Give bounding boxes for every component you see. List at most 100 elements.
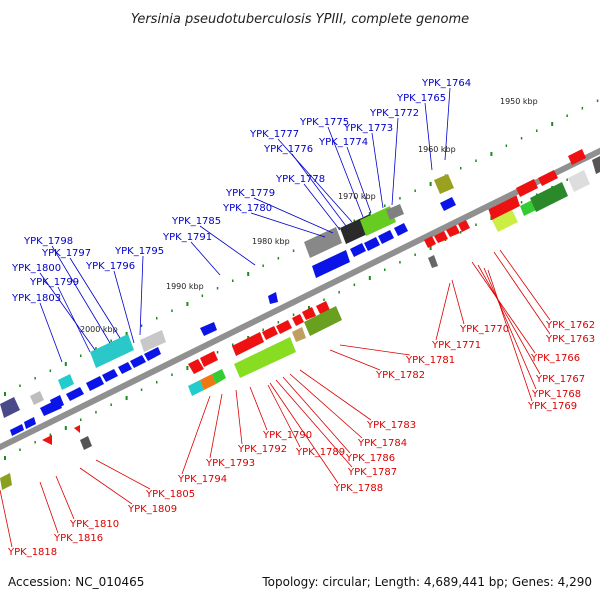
cds-arrow[interactable]	[302, 307, 316, 320]
gene-label[interactable]: YPK_1762	[545, 320, 595, 331]
cds-arrow[interactable]	[200, 351, 218, 367]
gene-label[interactable]: YPK_1810	[69, 519, 119, 530]
gene-label[interactable]: YPK_1784	[357, 438, 407, 449]
cds-arrow[interactable]	[276, 320, 292, 334]
gene-label[interactable]: YPK_1797	[41, 248, 91, 259]
gene-label[interactable]: YPK_1794	[177, 474, 227, 485]
gene-label[interactable]: YPK_1773	[343, 123, 393, 134]
cds-arrow[interactable]	[102, 369, 118, 382]
cluster-block[interactable]	[0, 473, 12, 490]
gene-label[interactable]: YPK_1769	[527, 401, 577, 412]
cds-arrow[interactable]	[394, 223, 408, 236]
cds-arrow[interactable]	[458, 220, 470, 232]
cluster-block[interactable]	[304, 227, 342, 258]
cluster-block[interactable]	[492, 210, 518, 232]
cds-arrow[interactable]	[434, 231, 448, 243]
gene-label[interactable]: YPK_1788	[333, 483, 383, 494]
cds-arrow[interactable]	[86, 376, 104, 391]
cds-arrow[interactable]	[50, 395, 64, 410]
cds-arrow[interactable]	[24, 417, 36, 429]
cds-arrow[interactable]	[424, 236, 436, 248]
cluster-block[interactable]	[386, 204, 404, 220]
cds-arrow[interactable]	[118, 362, 132, 374]
cds-arrow[interactable]	[130, 355, 146, 368]
gene-label[interactable]: YPK_1779	[225, 188, 275, 199]
cds-arrow[interactable]	[516, 179, 538, 197]
cds-arrow[interactable]	[42, 435, 52, 445]
cluster-block[interactable]	[292, 327, 306, 342]
gene-label[interactable]: YPK_1765	[396, 93, 446, 104]
gene-label[interactable]: YPK_1770	[459, 324, 509, 335]
cluster-block[interactable]	[212, 369, 226, 384]
cds-arrow[interactable]	[144, 347, 161, 361]
gene-label[interactable]: YPK_1792	[237, 444, 287, 455]
cluster-block[interactable]	[360, 206, 396, 236]
cds-arrow[interactable]	[200, 322, 217, 336]
gene-label[interactable]: YPK_1803	[11, 293, 61, 304]
gene-label[interactable]: YPK_1793	[205, 458, 255, 469]
cluster-block[interactable]	[488, 194, 520, 220]
cluster-block[interactable]	[428, 255, 438, 268]
gene-label[interactable]: YPK_1818	[7, 547, 57, 558]
gene-label[interactable]: YPK_1778	[275, 174, 325, 185]
gene-label[interactable]: YPK_1775	[299, 117, 349, 128]
gene-label[interactable]: YPK_1800	[11, 263, 61, 274]
gene-label[interactable]: YPK_1816	[53, 533, 103, 544]
gene-label[interactable]: YPK_1780	[222, 203, 272, 214]
cds-arrow[interactable]	[440, 197, 456, 211]
gene-label[interactable]: YPK_1766	[530, 353, 580, 364]
cluster-block[interactable]	[592, 156, 600, 174]
cds-arrow[interactable]	[262, 326, 278, 340]
cds-arrow[interactable]	[232, 332, 264, 356]
cluster-block[interactable]	[434, 174, 454, 194]
cds-arrow[interactable]	[188, 359, 204, 374]
gene-label[interactable]: YPK_1790	[262, 430, 312, 441]
gene-label[interactable]: YPK_1768	[531, 389, 581, 400]
cds-arrow[interactable]	[292, 314, 304, 326]
cds-arrow[interactable]	[312, 250, 350, 278]
cds-arrow[interactable]	[10, 424, 24, 436]
cds-arrow[interactable]	[378, 230, 394, 244]
gene-label[interactable]: YPK_1776	[263, 144, 313, 155]
gene-label[interactable]: YPK_1763	[545, 334, 595, 345]
cluster-block[interactable]	[58, 374, 74, 390]
cluster-block[interactable]	[90, 334, 134, 368]
cds-arrow[interactable]	[74, 425, 80, 433]
gene-label[interactable]: YPK_1785	[171, 216, 221, 227]
cluster-block[interactable]	[304, 306, 342, 336]
cluster-block[interactable]	[530, 182, 568, 212]
cds-arrow[interactable]	[66, 387, 84, 401]
gene-label[interactable]: YPK_1764	[421, 78, 471, 89]
gene-label[interactable]: YPK_1799	[29, 277, 79, 288]
cluster-block[interactable]	[188, 380, 204, 396]
gene-label[interactable]: YPK_1772	[369, 108, 419, 119]
gene-label[interactable]: YPK_1786	[345, 453, 395, 464]
gene-label[interactable]: YPK_1795	[114, 246, 164, 257]
cluster-block[interactable]	[234, 337, 296, 378]
cluster-block[interactable]	[80, 436, 92, 450]
cds-arrow[interactable]	[568, 149, 586, 165]
gene-label[interactable]: YPK_1791	[162, 232, 212, 243]
cds-arrow[interactable]	[268, 292, 278, 304]
cds-arrow[interactable]	[538, 170, 558, 186]
gene-label[interactable]: YPK_1767	[535, 374, 585, 385]
gene-label[interactable]: YPK_1798	[23, 236, 73, 247]
cds-arrow[interactable]	[350, 243, 366, 257]
cluster-block[interactable]	[0, 397, 20, 418]
gene-label[interactable]: YPK_1781	[405, 355, 455, 366]
gene-label[interactable]: YPK_1805	[145, 489, 195, 500]
cluster-block[interactable]	[568, 170, 590, 192]
gene-label[interactable]: YPK_1809	[127, 504, 177, 515]
gene-label[interactable]: YPK_1774	[318, 137, 368, 148]
gene-label[interactable]: YPK_1777	[249, 129, 299, 140]
gene-label[interactable]: YPK_1787	[347, 467, 397, 478]
cds-arrow[interactable]	[446, 225, 460, 237]
gene-label[interactable]: YPK_1796	[85, 261, 135, 272]
gene-label[interactable]: YPK_1789	[295, 447, 345, 458]
cluster-block[interactable]	[30, 391, 44, 405]
gene-label[interactable]: YPK_1771	[431, 340, 481, 351]
cluster-block[interactable]	[200, 374, 216, 390]
gene-label[interactable]: YPK_1782	[375, 370, 425, 381]
gene-label[interactable]: YPK_1783	[366, 420, 416, 431]
cds-arrow[interactable]	[364, 237, 380, 251]
